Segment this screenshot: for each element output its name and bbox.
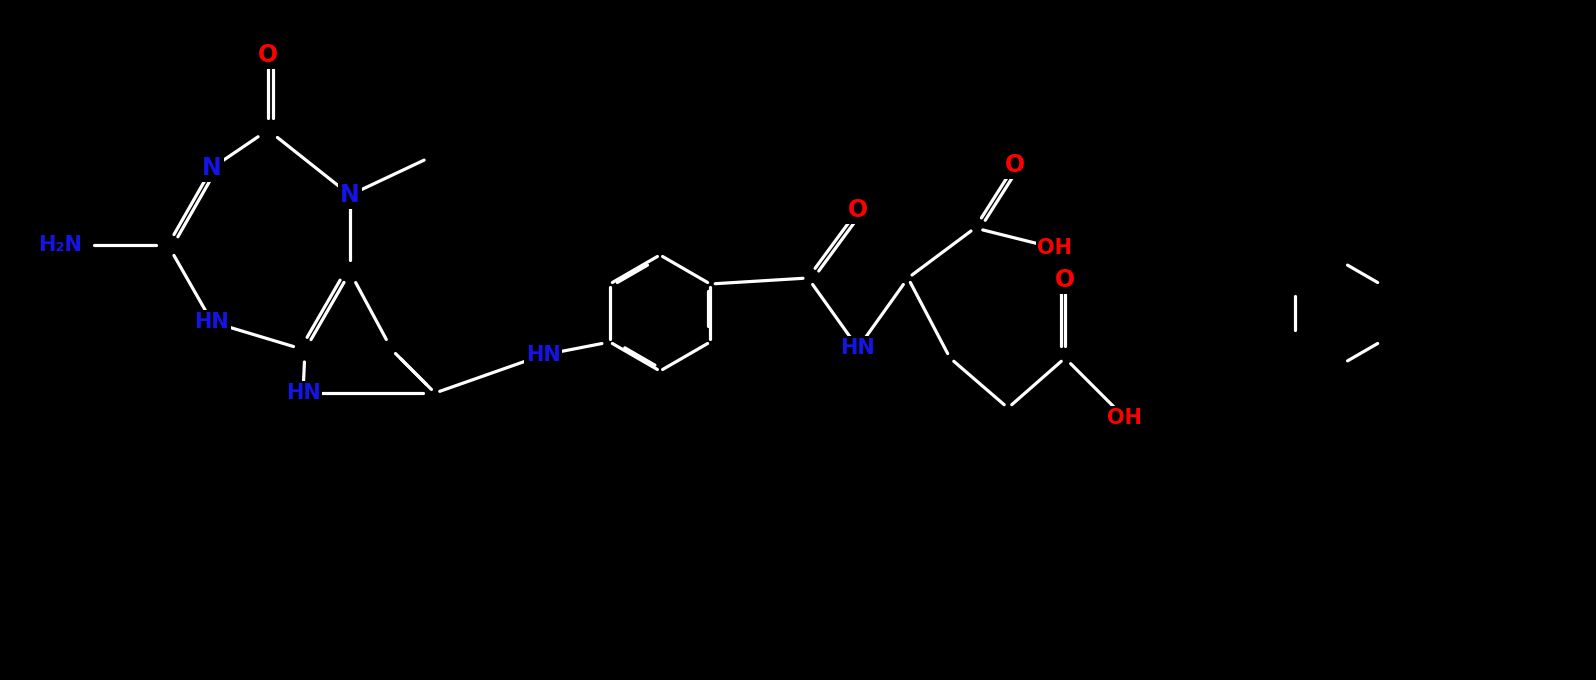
Text: HN: HN — [841, 338, 875, 358]
Text: N: N — [203, 156, 222, 180]
Text: O: O — [1055, 268, 1076, 292]
Text: HN: HN — [195, 312, 230, 332]
Text: H₂N: H₂N — [38, 235, 81, 255]
Text: HN: HN — [525, 345, 560, 365]
Text: O: O — [847, 198, 868, 222]
Text: N: N — [340, 183, 359, 207]
Text: HN: HN — [286, 383, 321, 403]
Text: OH: OH — [1108, 408, 1143, 428]
Text: O: O — [1005, 153, 1025, 177]
Text: O: O — [259, 43, 278, 67]
Text: OH: OH — [1037, 238, 1073, 258]
